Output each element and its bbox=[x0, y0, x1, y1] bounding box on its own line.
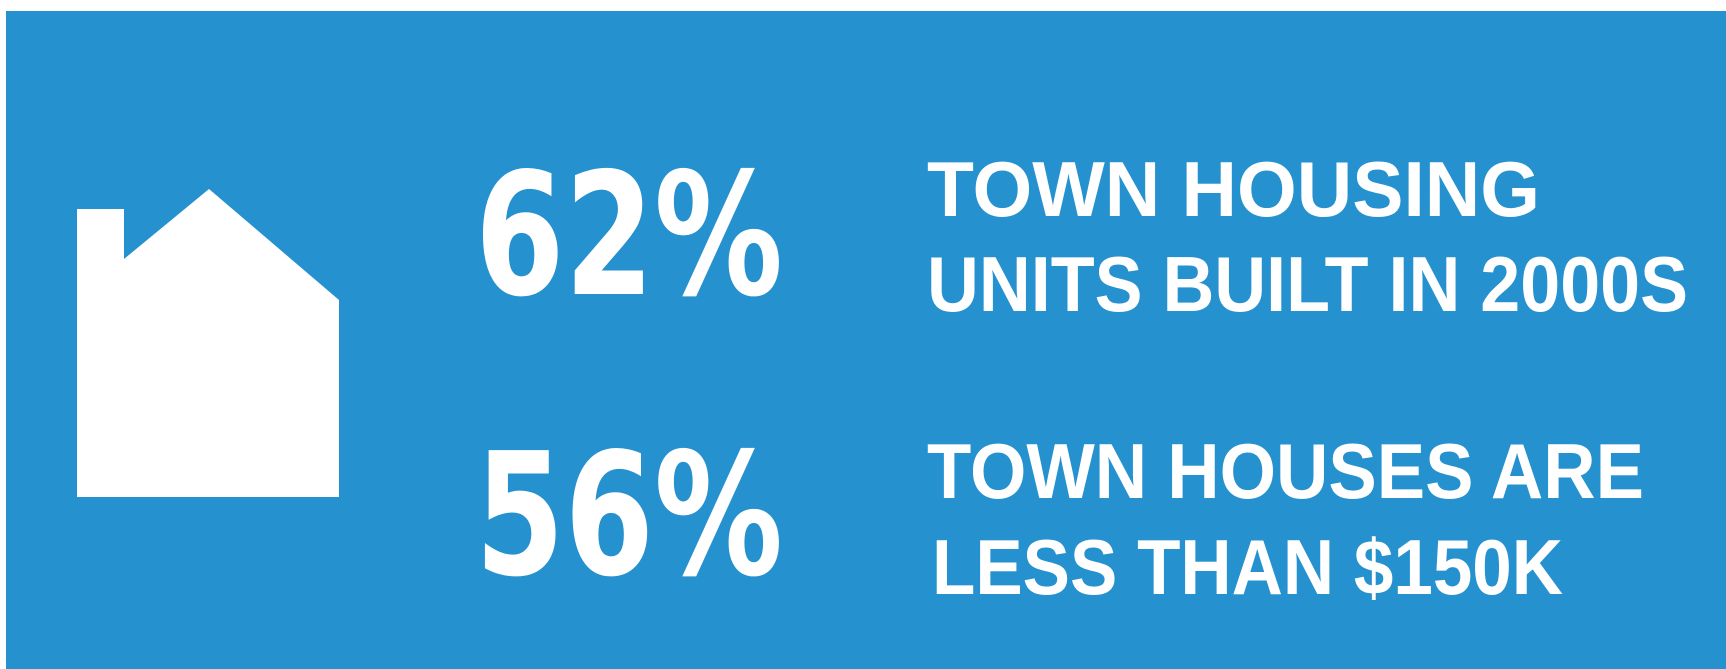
house-icon bbox=[77, 189, 339, 497]
stat-value: 56% bbox=[475, 417, 783, 615]
stat-label: UNITS BUILT IN 2000S bbox=[927, 240, 1688, 328]
stat-label: TOWN HOUSING bbox=[927, 145, 1540, 233]
stat-value: 62% bbox=[475, 137, 783, 335]
stat-label: LESS THAN $150K bbox=[932, 523, 1563, 611]
stat-label: TOWN HOUSES ARE bbox=[927, 427, 1644, 515]
